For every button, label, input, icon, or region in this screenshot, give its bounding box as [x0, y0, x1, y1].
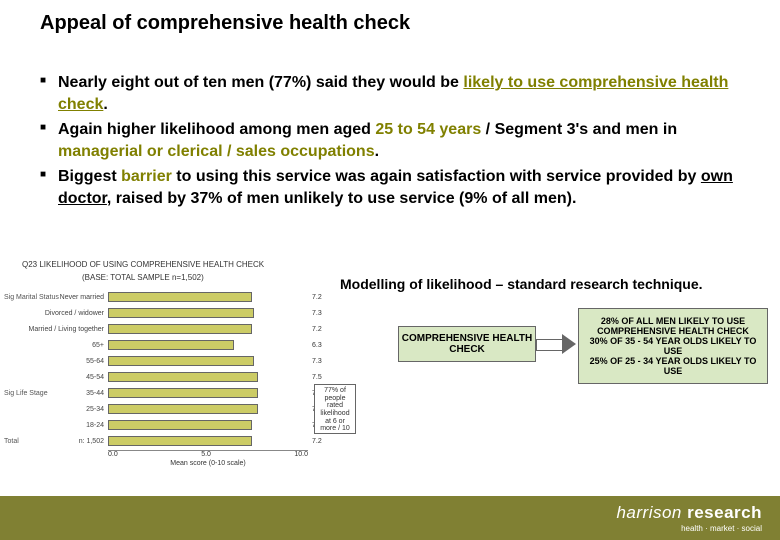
callout-box-1: COMPREHENSIVE HEALTH CHECK	[398, 326, 536, 362]
chart-bar-row: Divorced / widower7.3	[22, 306, 382, 320]
chart-side-label: Sig Life Stage	[4, 390, 48, 397]
chart-bar-row: n: 1,5027.2	[22, 434, 382, 448]
chart-bar-row: 45-547.5	[22, 370, 382, 384]
bullet-3: Biggest barrier to using this service wa…	[40, 166, 740, 209]
footer-logo: harrison research	[616, 503, 762, 523]
chart-bar-row: 65+6.3	[22, 338, 382, 352]
chart-title: Q23 LIKELIHOOD OF USING COMPREHENSIVE HE…	[22, 260, 382, 269]
modelling-note: Modelling of likelihood – standard resea…	[340, 276, 703, 292]
bullet-2: Again higher likelihood among men aged 2…	[40, 119, 740, 162]
chart-side-label: Sig Marital Status	[4, 294, 59, 301]
chart-bar-row: 55-647.3	[22, 354, 382, 368]
chart-bar-row: Never married7.2	[22, 290, 382, 304]
chart-side-label: Total	[4, 438, 19, 445]
page-title: Appeal of comprehensive health check	[40, 12, 410, 35]
bar-chart: Q23 LIKELIHOOD OF USING COMPREHENSIVE HE…	[22, 260, 382, 467]
x-axis: 0.05.010.0	[108, 450, 308, 458]
chart-subtitle: (BASE: TOTAL SAMPLE n=1,502)	[82, 273, 382, 282]
bullet-1: Nearly eight out of ten men (77%) said t…	[40, 72, 740, 115]
footer-tagline: health · market · social	[616, 524, 762, 533]
chart-inset: 77% ofpeopleratedlikelihoodat 6 ormore /…	[314, 384, 356, 434]
callout-box-2: 28% OF ALL MEN LIKELY TO USE COMPREHENSI…	[578, 308, 768, 384]
chart-bar-row: Married / Living together7.2	[22, 322, 382, 336]
bullet-list: Nearly eight out of ten men (77%) said t…	[40, 72, 740, 214]
x-axis-label: Mean score (0-10 scale)	[108, 460, 308, 467]
footer-bar: harrison research health · market · soci…	[0, 496, 780, 540]
arrow-icon	[536, 334, 578, 354]
